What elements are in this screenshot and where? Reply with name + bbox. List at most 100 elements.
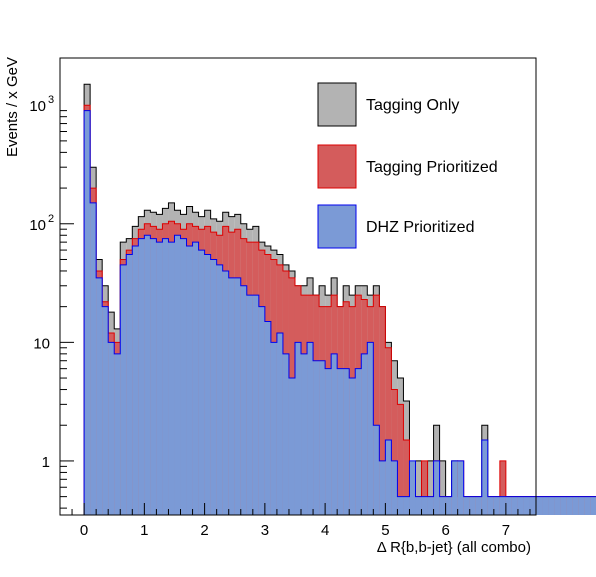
histogram-bin <box>391 389 398 515</box>
y-tick-exponent: 2 <box>48 213 54 225</box>
histogram-bin <box>204 254 211 515</box>
histogram-bin <box>499 496 506 515</box>
histogram-bin <box>270 342 277 515</box>
histogram-bin <box>150 238 157 515</box>
histogram-bin <box>313 360 320 515</box>
histogram-bin <box>566 496 573 515</box>
histogram-bin <box>469 496 476 515</box>
histogram-bin <box>138 238 145 515</box>
histogram-bin <box>258 306 265 515</box>
histogram-bin <box>487 496 494 515</box>
histogram-bin <box>84 110 91 516</box>
histogram-bin <box>536 496 543 515</box>
histogram-bin <box>445 496 452 515</box>
legend-swatch-tagging-only <box>317 82 357 127</box>
histogram-bin <box>331 353 338 515</box>
legend-label-tagging-prioritized: Tagging Prioritized <box>366 159 498 176</box>
histogram-bin <box>427 460 434 515</box>
histogram-bin <box>505 496 512 515</box>
x-tick-label: 4 <box>321 522 329 539</box>
histogram-bin <box>343 368 350 515</box>
histogram-bin <box>391 460 398 515</box>
histogram-layer <box>78 83 596 516</box>
histogram-bin <box>367 342 374 515</box>
histogram-bin <box>319 360 326 515</box>
histogram-bin <box>349 378 356 515</box>
y-tick-label: 10 <box>33 335 50 352</box>
histogram-bin <box>397 404 404 515</box>
histogram-bin <box>234 277 241 515</box>
histogram-bin <box>108 342 115 515</box>
histogram-bin <box>198 250 205 515</box>
histogram-bin <box>102 306 109 515</box>
histogram-bin <box>288 378 295 515</box>
histogram-bin <box>168 242 175 515</box>
x-tick-label: 7 <box>502 522 510 539</box>
legend-label-tagging-only: Tagging Only <box>366 97 459 114</box>
histogram-bin <box>523 496 530 515</box>
histogram-bin <box>294 342 302 515</box>
y-tick-label: 10 <box>29 98 46 115</box>
histogram-bin <box>373 425 380 515</box>
histogram-bin <box>307 342 314 515</box>
histogram-bin <box>373 295 380 515</box>
histogram-bin <box>421 460 428 515</box>
histogram-bin <box>126 254 133 515</box>
histogram-bin <box>379 306 386 515</box>
histogram-bin <box>409 460 416 515</box>
histogram-bin <box>337 368 344 515</box>
histogram-bin <box>403 440 410 515</box>
histogram-bin <box>548 496 555 515</box>
histogram-bin <box>397 496 404 515</box>
histogram-bin <box>228 277 235 515</box>
histogram-bin <box>475 496 482 515</box>
histogram-bin <box>463 496 470 515</box>
histogram-bin <box>264 321 271 515</box>
histogram-bin <box>90 202 97 515</box>
y-tick-label: 1 <box>42 454 50 471</box>
histogram-bin <box>385 440 392 515</box>
histogram-bin <box>415 460 422 515</box>
histogram-bin <box>120 264 127 515</box>
histogram-bin <box>301 353 308 515</box>
histogram-bin <box>385 347 392 515</box>
histogram-bin <box>240 285 247 515</box>
x-tick-label: 6 <box>441 522 449 539</box>
y-tick-exponent: 3 <box>48 94 54 106</box>
histogram-bin <box>282 353 289 515</box>
histogram-bin <box>174 235 181 515</box>
histogram-bin <box>451 460 458 515</box>
histogram-bin <box>252 295 259 515</box>
histogram-bin <box>439 496 446 515</box>
histogram-bin <box>186 245 193 515</box>
legend-swatch-dhz-prioritized <box>317 204 357 249</box>
histogram-bin <box>180 238 187 515</box>
histogram-bin <box>162 238 169 515</box>
histogram-bin <box>560 496 567 515</box>
histogram-bin <box>499 460 506 515</box>
histogram-bin <box>276 332 283 515</box>
histogram-bin <box>511 496 518 515</box>
histogram-bin <box>529 496 536 515</box>
legend: Tagging Only Tagging Prioritized DHZ Prior… <box>317 82 498 249</box>
histogram-bin <box>481 440 488 515</box>
x-tick-label: 1 <box>140 522 148 539</box>
histogram-bin <box>578 496 585 515</box>
histogram-bin <box>216 264 223 515</box>
histogram-bin <box>457 460 464 515</box>
histogram-bin <box>132 245 139 515</box>
histogram-bin <box>493 496 500 515</box>
histogram-bin <box>439 460 446 515</box>
histogram-bin <box>192 242 199 515</box>
histogram-bin <box>403 496 410 515</box>
x-tick-label: 3 <box>261 522 269 539</box>
x-tick-label: 0 <box>80 522 88 539</box>
x-tick-label: 2 <box>200 522 208 539</box>
histogram-bin <box>584 496 591 515</box>
series-dhz-prioritized <box>78 110 596 516</box>
histogram-bin <box>379 460 386 515</box>
y-axis-title: Events / x GeV <box>4 57 21 157</box>
